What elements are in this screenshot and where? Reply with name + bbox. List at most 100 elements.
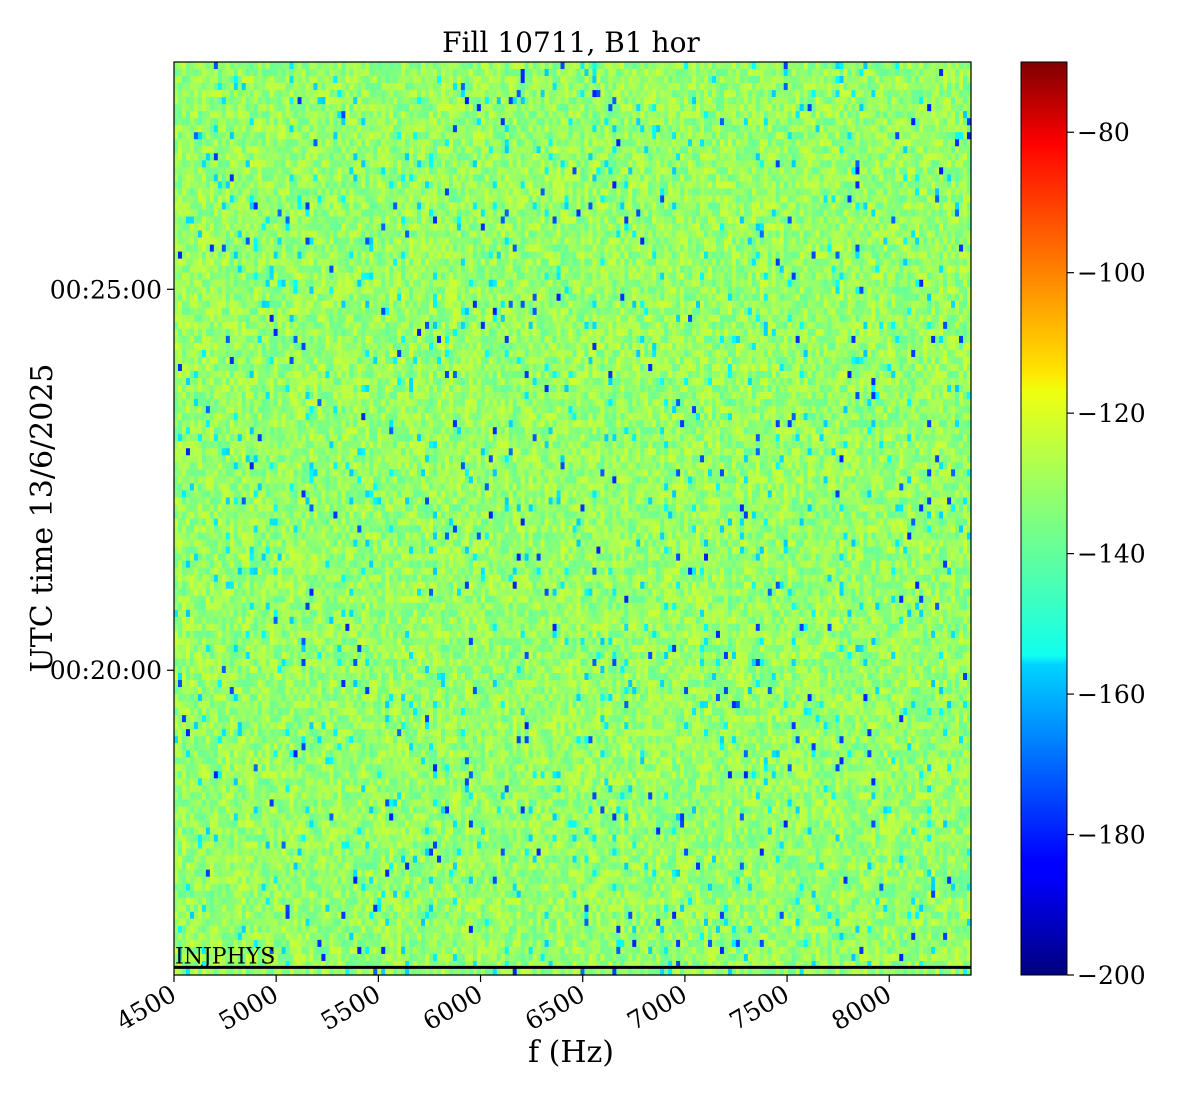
heatmap-cell (521, 62, 526, 70)
heatmap-cell (357, 83, 362, 91)
heatmap-cell (337, 160, 342, 168)
heatmap-cell (549, 224, 554, 232)
heatmap-cell (337, 62, 342, 70)
heatmap-cell (258, 188, 263, 196)
heatmap-cell (230, 146, 235, 154)
heatmap-cell (182, 62, 187, 70)
heatmap-cell (816, 160, 821, 168)
heatmap-cell (473, 181, 478, 189)
heatmap-cell (317, 125, 322, 133)
heatmap-cell (768, 125, 773, 133)
heatmap-cell (294, 231, 299, 239)
heatmap-cell (473, 69, 478, 77)
heatmap-cell (333, 83, 338, 91)
heatmap-cell (401, 231, 406, 239)
heatmap-cell (824, 90, 829, 98)
heatmap-cell (389, 104, 394, 112)
heatmap-cell (584, 224, 589, 232)
heatmap-cell (859, 231, 864, 239)
heatmap-cell (174, 69, 179, 77)
heatmap-cell (182, 217, 187, 225)
heatmap-cell (652, 231, 657, 239)
heatmap-cell (357, 231, 362, 239)
heatmap-cell (349, 97, 354, 105)
heatmap-cell (780, 224, 785, 232)
heatmap-cell (573, 217, 578, 225)
heatmap-cell (608, 97, 613, 105)
heatmap-cell (461, 167, 466, 175)
heatmap-cell (509, 224, 514, 232)
heatmap-cell (612, 118, 617, 126)
heatmap-cell (206, 209, 211, 217)
heatmap-cell (377, 160, 382, 168)
heatmap-cell (752, 167, 757, 175)
heatmap-cell (369, 125, 374, 133)
heatmap-cell (234, 83, 239, 91)
heatmap-cell (744, 231, 749, 239)
heatmap-cell (306, 139, 311, 147)
heatmap-cell (521, 188, 526, 196)
heatmap-cell (429, 188, 434, 196)
heatmap-cell (768, 217, 773, 225)
heatmap-cell (804, 217, 809, 225)
heatmap-cell (580, 174, 585, 182)
heatmap-cell (517, 76, 522, 84)
heatmap-cell (640, 224, 645, 232)
heatmap-cell (851, 153, 856, 161)
heatmap-cell (620, 167, 625, 175)
heatmap-cell (226, 181, 231, 189)
heatmap-cell (895, 104, 900, 112)
heatmap-cell (513, 153, 518, 161)
heatmap-cell (668, 97, 673, 105)
heatmap-cell (533, 139, 538, 147)
heatmap-cell (441, 160, 446, 168)
heatmap-cell (784, 174, 789, 182)
heatmap-cell (955, 125, 960, 133)
heatmap-cell (915, 139, 920, 147)
heatmap-cell (405, 97, 410, 105)
heatmap-cell (317, 217, 322, 225)
heatmap-cell (800, 76, 805, 84)
heatmap-cell (855, 202, 860, 210)
heatmap-cell (883, 217, 888, 225)
heatmap-cell (728, 224, 733, 232)
heatmap-cell (405, 188, 410, 196)
heatmap-cell (907, 90, 912, 98)
heatmap-cell (927, 209, 932, 217)
heatmap-cell (776, 62, 781, 70)
heatmap-cell (935, 160, 940, 168)
heatmap-cell (883, 146, 888, 154)
heatmap-cell (497, 195, 502, 203)
heatmap-cell (178, 153, 183, 161)
heatmap-cell (477, 111, 482, 119)
heatmap-cell (947, 83, 952, 91)
heatmap-cell (541, 202, 546, 210)
heatmap-cell (716, 118, 721, 126)
heatmap-cell (294, 217, 299, 225)
heatmap-cell (883, 118, 888, 126)
heatmap-cell (266, 146, 271, 154)
heatmap-cell (907, 167, 912, 175)
heatmap-cell (963, 209, 968, 217)
heatmap-cell (537, 160, 542, 168)
heatmap-cell (887, 62, 892, 70)
heatmap-cell (425, 76, 430, 84)
heatmap-cell (883, 224, 888, 232)
heatmap-cell (871, 224, 876, 232)
heatmap-cell (624, 69, 629, 77)
heatmap-cell (393, 153, 398, 161)
heatmap-cell (859, 104, 864, 112)
heatmap-cell (796, 111, 801, 119)
heatmap-cell (620, 181, 625, 189)
heatmap-cell (521, 139, 526, 147)
heatmap-cell (648, 195, 653, 203)
heatmap-cell (270, 111, 275, 119)
heatmap-cell (736, 125, 741, 133)
heatmap-cell (565, 125, 570, 133)
heatmap-cell (780, 83, 785, 91)
heatmap-cell (333, 224, 338, 232)
heatmap-cell (306, 188, 311, 196)
heatmap-cell (525, 90, 530, 98)
heatmap-cell (553, 90, 558, 98)
heatmap-cell (313, 83, 318, 91)
